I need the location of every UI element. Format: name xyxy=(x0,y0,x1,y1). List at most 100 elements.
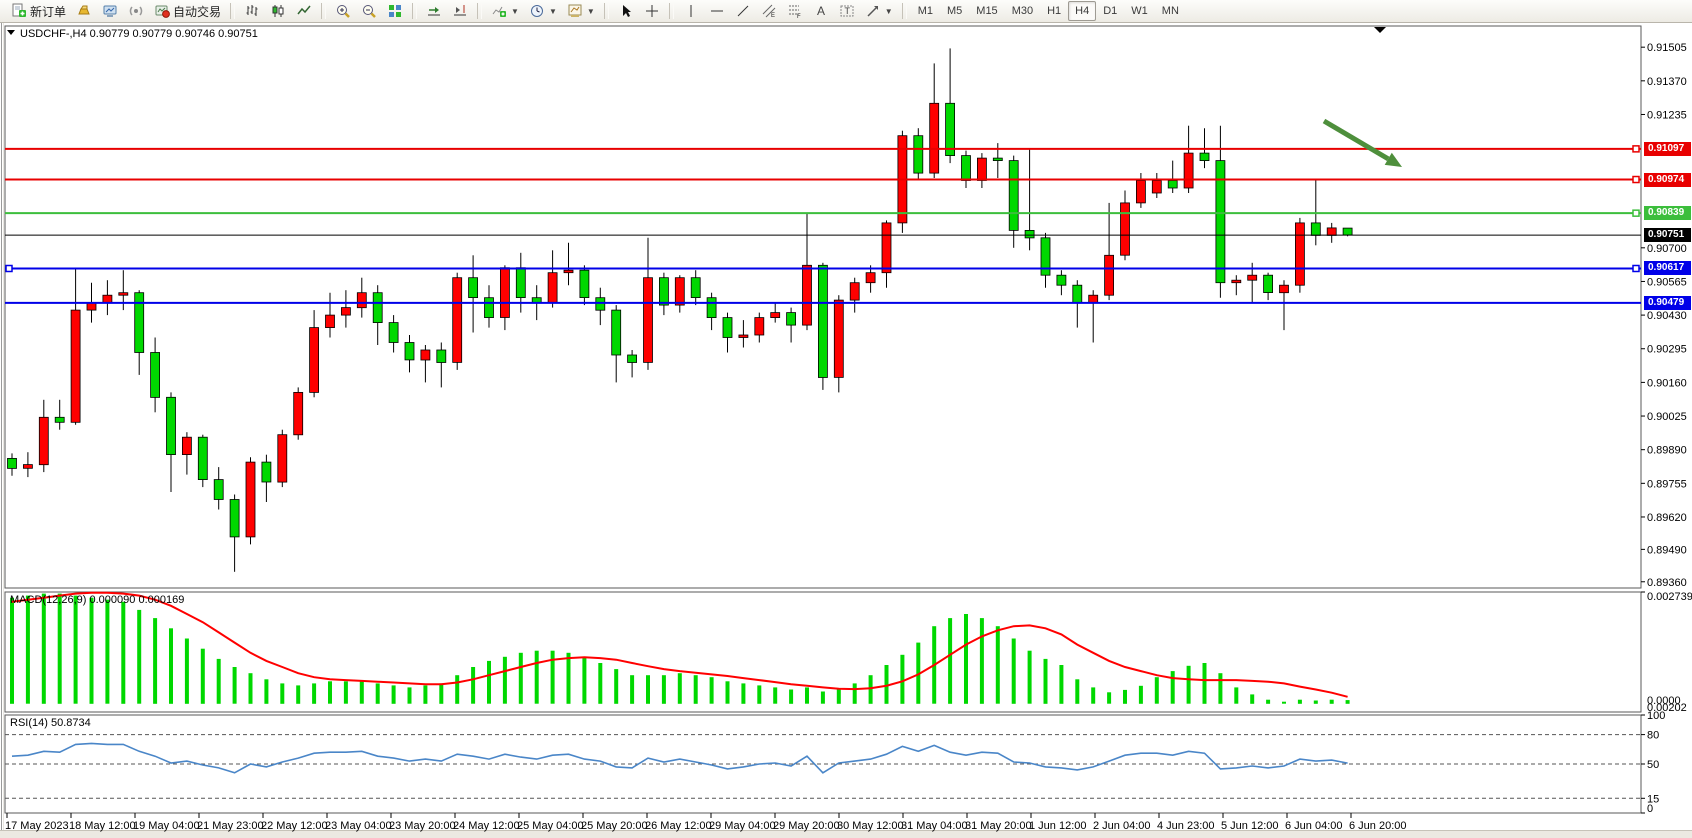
bar-chart-button[interactable] xyxy=(239,1,265,21)
time-label: 5 Jun 12:00 xyxy=(1221,820,1279,832)
time-label: 6 Jun 04:00 xyxy=(1285,820,1343,832)
timeframe-h1[interactable]: H1 xyxy=(1047,5,1062,17)
price-tick-label: 0.91505 xyxy=(1647,42,1687,54)
bars-icon xyxy=(244,3,260,19)
indicators-button[interactable]: ▼ xyxy=(486,1,524,21)
price-tag: 0.90751 xyxy=(1644,228,1691,242)
time-label: 17 May 2023 xyxy=(5,820,69,832)
time-label: 19 May 04:00 xyxy=(133,820,200,832)
macd-value: 0.000090 xyxy=(89,594,136,606)
svg-text:F: F xyxy=(797,14,801,19)
gold-icon xyxy=(76,3,92,19)
trendline-icon xyxy=(735,3,751,19)
time-label: 1 Jun 12:00 xyxy=(1029,820,1087,832)
indicators-icon xyxy=(491,3,507,19)
crosshair-icon xyxy=(644,3,660,19)
time-label: 18 May 12:00 xyxy=(69,820,136,832)
toolbar-group xyxy=(421,0,473,22)
templates-button[interactable]: ▼ xyxy=(562,1,600,21)
text-button[interactable]: A xyxy=(808,1,834,21)
candlestick-chart-button[interactable] xyxy=(265,1,291,21)
toolbar-separator xyxy=(477,3,483,19)
macd-signal-value: 0.000169 xyxy=(138,594,185,606)
chart-shift-marker[interactable] xyxy=(1374,27,1386,33)
annotation-arrow-head[interactable] xyxy=(1384,152,1402,167)
candles-icon xyxy=(270,3,286,19)
timeframe-m30[interactable]: M30 xyxy=(1011,5,1034,17)
rsi-tick-label: 0 xyxy=(1647,803,1653,815)
time-label: 23 May 04:00 xyxy=(325,820,392,832)
doc-plus-icon xyxy=(11,3,27,19)
price-tick-label: 0.90160 xyxy=(1647,377,1687,389)
auto-trading-button[interactable]: 自动交易 xyxy=(149,1,226,21)
time-label: 4 Jun 23:00 xyxy=(1157,820,1215,832)
text-label-button[interactable]: T xyxy=(834,1,860,21)
toolbar-group: ▼ ▼ ▼ xyxy=(486,0,600,22)
auto-scroll-button[interactable] xyxy=(421,1,447,21)
price-tick-label: 0.90025 xyxy=(1647,411,1687,423)
rsi-tick-label: 50 xyxy=(1647,759,1659,771)
time-label: 26 May 12:00 xyxy=(645,820,712,832)
toolbar-separator xyxy=(668,3,674,19)
new-order-button[interactable]: 新订单 xyxy=(6,1,71,21)
level-handle[interactable] xyxy=(1632,264,1640,273)
trendline-button[interactable] xyxy=(730,1,756,21)
arrows-button[interactable]: ▼ xyxy=(860,1,898,21)
toolbar-separator xyxy=(901,3,907,19)
level-handle[interactable] xyxy=(1632,145,1640,153)
zoom-out-button[interactable] xyxy=(356,1,382,21)
toolbar-separator xyxy=(603,3,609,19)
toolbar-group: 新订单 自动交易 xyxy=(6,0,226,22)
level-handle[interactable] xyxy=(1632,175,1640,184)
level-handle[interactable] xyxy=(5,264,13,273)
hline-icon xyxy=(709,3,725,19)
timeframe-d1[interactable]: D1 xyxy=(1103,5,1118,17)
horizontal-line-button[interactable] xyxy=(704,1,730,21)
rsi-tick-label: 15 xyxy=(1647,793,1659,805)
chart-shift-button[interactable] xyxy=(447,1,473,21)
timeframe-m5[interactable]: M5 xyxy=(947,5,963,17)
toolbar-group xyxy=(330,0,408,22)
zoom-out-icon xyxy=(361,3,377,19)
fibonacci-button[interactable]: F xyxy=(782,1,808,21)
timeframe-m1[interactable]: M1 xyxy=(917,5,933,17)
timeframe-h4[interactable]: H4 xyxy=(1068,1,1097,21)
signals-button[interactable] xyxy=(123,1,149,21)
timeframe-w1[interactable]: W1 xyxy=(1131,5,1148,17)
time-label: 29 May 20:00 xyxy=(773,820,840,832)
timeframe-mn[interactable]: MN xyxy=(1161,5,1179,17)
equidistant-channel-button[interactable]: E xyxy=(756,1,782,21)
vertical-line-button[interactable] xyxy=(678,1,704,21)
tile-windows-button[interactable] xyxy=(382,1,408,21)
price-tick-label: 0.89620 xyxy=(1647,512,1687,524)
time-label: 22 May 12:00 xyxy=(261,820,328,832)
channel-icon: E xyxy=(761,3,777,19)
price-tick-label: 0.90430 xyxy=(1647,310,1687,322)
cursor-icon xyxy=(618,3,634,19)
periods-button[interactable]: ▼ xyxy=(524,1,562,21)
macd-name: MACD(12,26,9) xyxy=(10,594,87,606)
charts-window-button[interactable] xyxy=(97,1,123,21)
line-chart-button[interactable] xyxy=(291,1,317,21)
main-toolbar: 新订单 自动交易 ▼ ▼ ▼ E F A T ▼ M1 M5 M15 M30 H1 H4 D1 W1 MN xyxy=(0,0,1692,23)
tiles-icon xyxy=(387,3,403,19)
shapes-icon xyxy=(865,3,881,19)
time-label: 23 May 20:00 xyxy=(389,820,456,832)
time-label: 24 May 12:00 xyxy=(453,820,520,832)
monitor-icon xyxy=(102,3,118,19)
textA-icon: A xyxy=(813,3,829,19)
annotation-arrow[interactable] xyxy=(1322,118,1390,162)
chartshift-icon xyxy=(452,3,468,19)
zoom-in-button[interactable] xyxy=(330,1,356,21)
price-tag: 0.90617 xyxy=(1644,261,1691,275)
level-handle[interactable] xyxy=(1632,209,1640,217)
timeframe-m15[interactable]: M15 xyxy=(976,5,998,17)
cursor-button[interactable] xyxy=(613,1,639,21)
autoscroll-icon xyxy=(426,3,442,19)
toolbar-separator xyxy=(321,3,327,19)
market-watch-button[interactable] xyxy=(71,1,97,21)
symbol-collapse-icon[interactable] xyxy=(7,30,15,35)
crosshair-button[interactable] xyxy=(639,1,665,21)
